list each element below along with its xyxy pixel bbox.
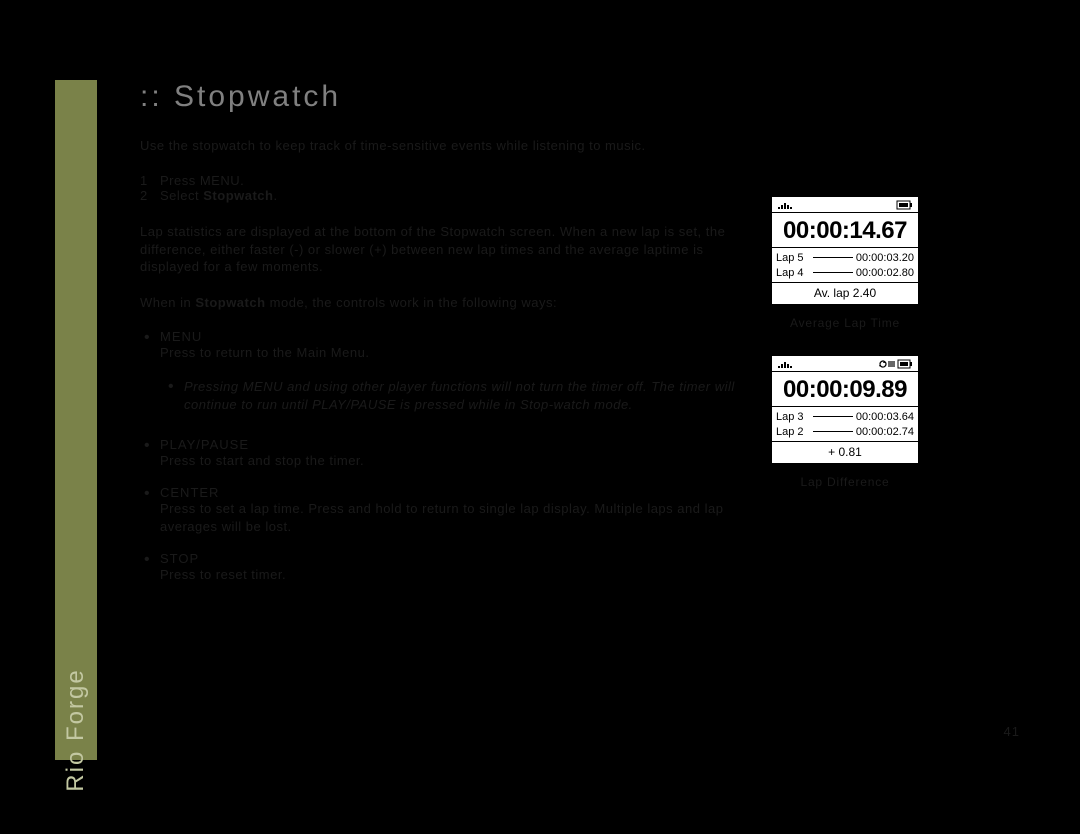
divider-line bbox=[813, 416, 853, 417]
screen-caption: Average Lap Time bbox=[765, 316, 925, 330]
control-name: CENTER bbox=[160, 485, 755, 500]
elapsed-time: 00:00:09.89 bbox=[772, 372, 918, 406]
lap-row: Lap 2 00:00:02.74 bbox=[772, 424, 918, 439]
step-text: Press MENU. bbox=[160, 173, 244, 188]
signal-icon bbox=[776, 359, 796, 369]
product-name-vertical: Rio Forge bbox=[62, 668, 90, 791]
control-name: PLAY/PAUSE bbox=[160, 437, 755, 452]
note-block: Note Pressing MENU and using other playe… bbox=[140, 378, 755, 419]
summary-row: Av. lap 2.40 bbox=[772, 283, 918, 304]
step-number: 1 bbox=[140, 173, 160, 188]
lap-rows: Lap 5 00:00:03.20 Lap 4 00:00:02.80 bbox=[772, 247, 918, 283]
title-text: Stopwatch bbox=[174, 80, 341, 113]
main-menu-link[interactable]: Main Menu bbox=[297, 345, 366, 360]
divider-line bbox=[813, 431, 853, 432]
control-name: STOP bbox=[160, 551, 755, 566]
lap-row: Lap 5 00:00:03.20 bbox=[772, 250, 918, 265]
lap-rows: Lap 3 00:00:03.64 Lap 2 00:00:02.74 bbox=[772, 406, 918, 442]
control-name: MENU bbox=[160, 329, 755, 344]
sidebar: Rio Forge bbox=[55, 80, 97, 760]
control-description: Press to reset timer. bbox=[160, 566, 755, 584]
step-row: 1 Press MENU. bbox=[140, 173, 960, 188]
divider-line bbox=[813, 272, 853, 273]
step-number: 2 bbox=[140, 188, 160, 203]
status-bar bbox=[772, 197, 918, 213]
svg-text:Note: Note bbox=[152, 407, 166, 414]
battery-icon bbox=[896, 200, 914, 210]
control-item-center: CENTER Press to set a lap time. Press an… bbox=[140, 485, 755, 535]
control-description: Press to return to the Main Menu. bbox=[160, 344, 755, 362]
step-text: Select Stopwatch. bbox=[160, 188, 278, 203]
note-text: Pressing MENU and using other player fun… bbox=[178, 378, 755, 414]
control-item-stop: STOP Press to reset timer. bbox=[140, 551, 755, 584]
summary-row: + 0.81 bbox=[772, 442, 918, 463]
intro-paragraph: Use the stopwatch to keep track of time-… bbox=[140, 138, 960, 153]
device-screenshots-column: 00:00:14.67 Lap 5 00:00:03.20 Lap 4 00:0… bbox=[765, 195, 925, 513]
controls-intro: When in Stopwatch mode, the controls wor… bbox=[140, 294, 755, 312]
elapsed-time: 00:00:14.67 bbox=[772, 213, 918, 247]
lap-row: Lap 3 00:00:03.64 bbox=[772, 409, 918, 424]
lap-statistics-paragraph: Lap statistics are displayed at the bott… bbox=[140, 223, 755, 276]
lap-row: Lap 4 00:00:02.80 bbox=[772, 265, 918, 280]
manual-page: Rio Forge :: Stopwatch Use the stopwatch… bbox=[55, 80, 1015, 760]
control-item-playpause: PLAY/PAUSE Press to start and stop the t… bbox=[140, 437, 755, 470]
device-screen-diff: 00:00:09.89 Lap 3 00:00:03.64 Lap 2 00:0… bbox=[770, 354, 920, 465]
control-description: Press to start and stop the timer. bbox=[160, 452, 755, 470]
status-bar bbox=[772, 356, 918, 372]
title-prefix: :: bbox=[140, 80, 174, 113]
control-description: Press to set a lap time. Press and hold … bbox=[160, 500, 755, 535]
page-number: 41 bbox=[1004, 724, 1020, 739]
control-item-menu: MENU Press to return to the Main Menu. bbox=[140, 329, 755, 362]
signal-icon bbox=[776, 200, 796, 210]
page-title: :: Stopwatch bbox=[140, 80, 960, 114]
divider-line bbox=[813, 257, 853, 258]
controls-list: MENU Press to return to the Main Menu. bbox=[140, 329, 755, 584]
status-icons bbox=[878, 359, 914, 369]
screen-caption: Lap Difference bbox=[765, 475, 925, 489]
device-screen-avg: 00:00:14.67 Lap 5 00:00:03.20 Lap 4 00:0… bbox=[770, 195, 920, 306]
